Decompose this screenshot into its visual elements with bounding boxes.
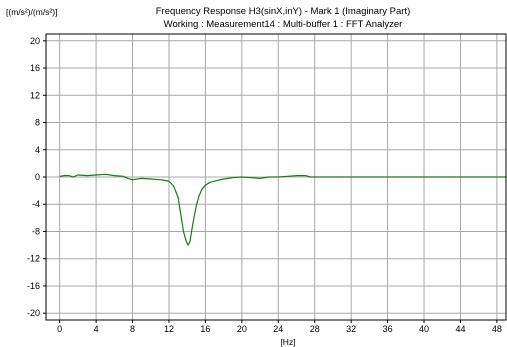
tick-label-layer: 0 4 8 12 16 20 24 28 32 36 40 44 48201612840-4-8-12-…: [27, 36, 502, 334]
chart-subtitle: Working : Measurement14 : Multi-buffer 1…: [164, 19, 403, 30]
series-line: [59, 173, 506, 246]
series-layer: [59, 173, 506, 246]
y-tick-label: -8: [32, 226, 40, 236]
x-tick-label: 36: [383, 324, 393, 334]
y-tick-label: -20: [27, 308, 40, 318]
x-axis-unit-label: [Hz]: [280, 337, 295, 347]
y-tick-label: 20: [30, 36, 40, 46]
x-tick-label: 28: [310, 324, 320, 334]
x-tick-label: 0: [57, 324, 62, 334]
x-tick-label: 20: [237, 324, 247, 334]
x-tick-label: 40: [419, 324, 429, 334]
y-tick-label: -16: [27, 281, 40, 291]
x-tick-label: 44: [455, 324, 465, 334]
x-tick-label: 12: [164, 324, 174, 334]
x-tick-label: 4: [94, 324, 99, 334]
y-axis-unit-label: [(m/s²)/(m/s²)]: [6, 7, 57, 17]
y-tick-label: 8: [35, 118, 40, 128]
y-tick-label: 4: [35, 145, 40, 155]
chart-title: Frequency Response H3(sinX,inY) - Mark 1…: [156, 6, 410, 17]
x-tick-label: 32: [346, 324, 356, 334]
y-tick-label: 16: [30, 63, 40, 73]
x-tick-label: 16: [200, 324, 210, 334]
x-tick-label: 24: [273, 324, 283, 334]
plot-frame: [45, 33, 507, 321]
y-tick-label: 0: [35, 172, 40, 182]
y-tick-label: -12: [27, 254, 40, 264]
x-tick-label: 8: [130, 324, 135, 334]
y-tick-label: 12: [30, 90, 40, 100]
y-tick-label: -4: [32, 199, 40, 209]
x-tick-label: 48: [492, 324, 502, 334]
